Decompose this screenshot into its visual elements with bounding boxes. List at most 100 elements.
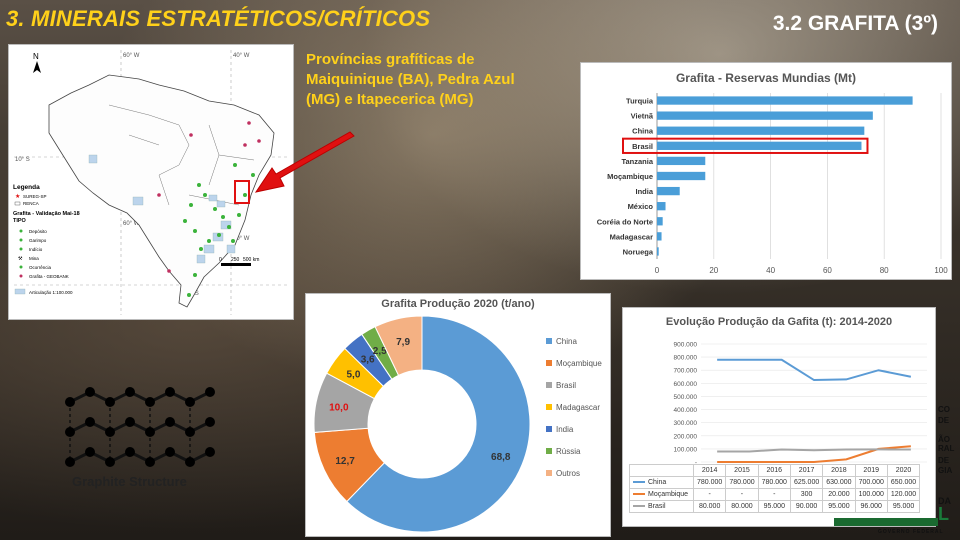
bar <box>657 217 663 226</box>
legend-item: RENCA <box>23 201 39 206</box>
province-caption: Províncias grafíticas de Maiquinique (BA… <box>306 51 515 108</box>
legend-dot <box>19 274 23 278</box>
y-tick-label: 100.000 <box>674 446 698 453</box>
legend-dot <box>19 265 23 269</box>
lat-label: 10° S <box>15 157 30 163</box>
table-cell: 95.000 <box>757 500 791 513</box>
y-tick-label: - <box>695 460 697 467</box>
evolution-line-chart: Evolução Produção da Gafita (t): 2014-20… <box>622 307 936 527</box>
data-label: 2,5 <box>373 346 387 357</box>
series-name: Moçambique <box>648 491 689 498</box>
legend-dot <box>19 247 23 251</box>
x-tick-label: 40 <box>766 266 775 275</box>
donut-slice <box>346 315 531 533</box>
bar <box>657 111 873 120</box>
bar <box>657 96 913 105</box>
table-cell: 630.000 <box>822 476 856 489</box>
year-header: 2018 <box>822 464 856 477</box>
production-donut-chart: Grafita Produção 2020 (t/ano) 68,8 12,7 10… <box>305 293 611 537</box>
y-tick-label: 300.000 <box>674 420 698 427</box>
table-cell: 95.000 <box>822 500 856 513</box>
footer-text: GOVERNO FEDERAL <box>878 529 944 535</box>
legend-label: Brasil <box>556 381 576 390</box>
legend-swatch <box>546 426 552 432</box>
table-cell: 300 <box>789 488 824 501</box>
legend-title: Legenda <box>13 184 40 191</box>
year-header: 2017 <box>789 464 824 477</box>
scale-bar <box>221 263 251 266</box>
category-label: México <box>628 202 654 211</box>
bar <box>657 156 706 166</box>
footer-bar <box>834 518 938 526</box>
evolution-chart-title: Evolução Produção da Gafita (t): 2014-20… <box>665 316 893 328</box>
slide-title: 3. MINERAIS ESTRATÉTICOS/CRÍTICOS <box>6 6 431 31</box>
table-cell: 780.000 <box>757 476 791 489</box>
data-label: 5,0 <box>346 370 360 381</box>
scale-label: 500 km <box>243 257 259 263</box>
category-label: China <box>632 127 654 136</box>
table-cell: 780.000 <box>725 476 759 489</box>
legend-section: Grafita - Validação Mai-18 <box>13 211 80 217</box>
graphite-structure-label: Graphite Structure <box>72 474 187 489</box>
scale-label: 0 <box>219 257 222 263</box>
y-tick-label: 500.000 <box>674 394 698 401</box>
x-tick-label: 0 <box>655 266 660 275</box>
bar <box>657 141 862 150</box>
year-header: 2015 <box>725 464 759 477</box>
category-label: Moçambique <box>607 172 653 181</box>
table-cell: - <box>725 488 759 501</box>
table-row: Brasil 80.000 80.000 95.000 90.000 95.000 96.0… <box>629 500 921 513</box>
data-label: 68,8 <box>491 452 511 463</box>
lon-label: 60° W <box>123 221 140 227</box>
y-tick-label: 900.000 <box>674 342 698 349</box>
map-legend: Legenda ★ SUREG-SP RENCA Grafita - Valid… <box>13 184 80 295</box>
y-tick-label: 700.000 <box>674 368 698 375</box>
reserves-chart: Grafita - Reservas Mundias (Mt) 0 20 40 60 8… <box>580 62 952 280</box>
lon-label: 40° W <box>233 53 250 59</box>
table-cell: 625.000 <box>789 476 824 489</box>
data-label: 3,6 <box>361 355 375 366</box>
category-label: Tanzania <box>621 157 653 166</box>
table-header-row: 2014 2015 2016 2017 2018 2019 2020 <box>629 464 921 477</box>
table-row: China 780.000 780.000 780.000 625.000 630.000… <box>629 476 921 489</box>
legend-swatch <box>546 448 552 454</box>
table-cell: 780.000 <box>692 476 727 489</box>
category-label: Madagascar <box>610 232 653 241</box>
side-label: L <box>938 504 949 524</box>
table-cell: 100.000 <box>854 488 888 501</box>
slide-subtitle: 3.2 GRAFITA (3º) <box>772 12 938 35</box>
category-label: Vietnã <box>631 112 654 121</box>
table-corner <box>629 464 694 477</box>
legend-label: Rússia <box>556 447 581 456</box>
category-label: Noruega <box>623 247 654 256</box>
table-cell: 80.000 <box>725 500 759 513</box>
side-label: GIA <box>938 466 953 475</box>
lon-label: 40° W <box>233 236 250 242</box>
y-tick-label: 200.000 <box>674 433 698 440</box>
legend-dot <box>19 229 23 233</box>
reserves-plot: 0 20 40 60 80 100 Turquia Vietnã China Brasil Tanz… <box>597 93 948 275</box>
evolution-data-table: 2014 2015 2016 2017 2018 2019 2020 China… <box>629 464 921 513</box>
table-cell: 700.000 <box>854 476 888 489</box>
legend-type: Grafita - GEOBANK <box>29 274 69 279</box>
table-cell: 20.000 <box>822 488 856 501</box>
table-cell: 120.000 <box>886 488 921 501</box>
legend-type-title: TIPO <box>13 218 27 224</box>
brazil-graphite-map: N 10° S 30° S 60° W 40° W 60° W 40° W <box>8 44 294 320</box>
category-label: India <box>635 187 653 196</box>
legend-swatch <box>546 404 552 410</box>
x-tick-label: 100 <box>934 266 948 275</box>
brazil-outline <box>48 74 275 308</box>
legend-swatch <box>546 470 552 476</box>
bar <box>657 186 680 196</box>
highlight-box <box>622 137 869 154</box>
mine-icon: ⚒ <box>18 256 23 262</box>
table-cell: 95.000 <box>886 500 921 513</box>
legend-label: China <box>556 337 577 346</box>
table-cell: 650.000 <box>886 476 921 489</box>
data-label: 10,0 <box>329 403 349 414</box>
y-tick-label: 400.000 <box>674 407 698 414</box>
table-cell: 90.000 <box>789 500 824 513</box>
evolution-plot: - 100.000 200.000 300.000 400.000 500.000 600.… <box>674 342 927 467</box>
year-header: 2016 <box>757 464 791 477</box>
